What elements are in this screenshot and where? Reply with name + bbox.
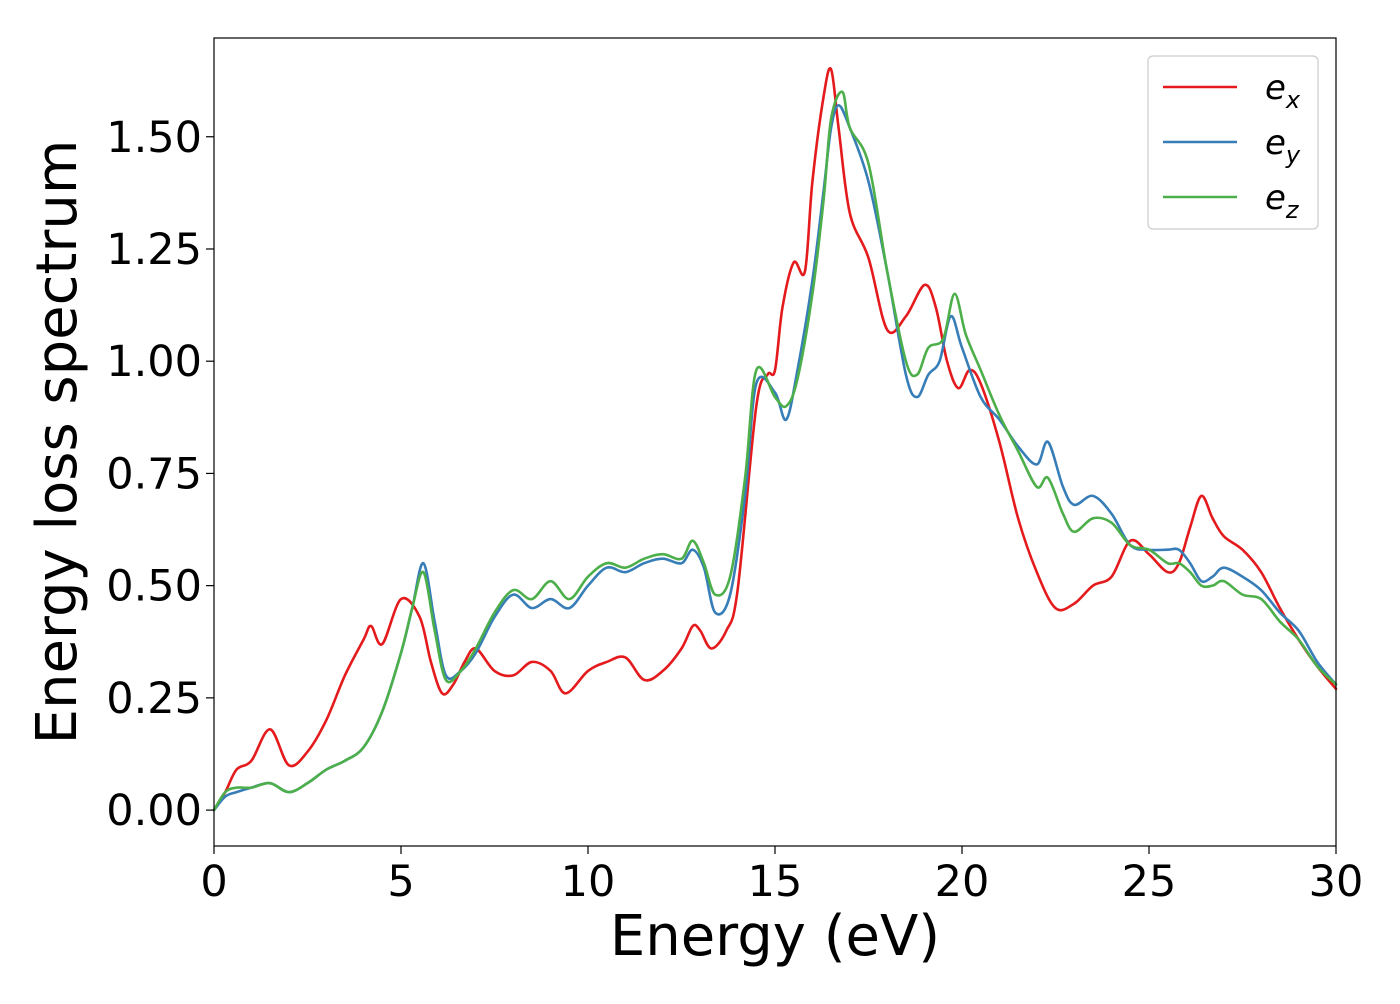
y-tick-label: 0.25	[106, 674, 202, 724]
x-tick-label: 25	[1122, 857, 1177, 907]
legend: ex ey ez	[1147, 55, 1319, 230]
legend-label-e_z: ez	[1265, 178, 1300, 224]
series-line-e_z	[212, 90, 1338, 812]
y-tick-label: 0.00	[106, 786, 202, 836]
y-tick-label: 1.00	[106, 337, 202, 387]
y-axis-label: Energy loss spectrum	[25, 140, 90, 745]
x-axis-label: Energy (eV)	[610, 904, 940, 969]
x-tick-label: 10	[561, 857, 616, 907]
series-lines-group	[212, 67, 1338, 812]
x-tick-label: 5	[387, 857, 414, 907]
y-tick-label: 1.50	[106, 113, 202, 163]
x-ticks-group: 0 5 10 15 20 25 30	[200, 846, 1363, 907]
series-line-e_x	[212, 67, 1338, 812]
x-tick-label: 15	[748, 857, 803, 907]
legend-label-e_x: ex	[1265, 68, 1301, 114]
y-tick-label: 0.50	[106, 562, 202, 612]
y-tick-label: 1.25	[106, 225, 202, 275]
x-tick-label: 20	[935, 857, 990, 907]
legend-label-e_y: ey	[1265, 123, 1301, 169]
y-tick-label: 0.75	[106, 449, 202, 499]
x-tick-label: 30	[1309, 857, 1364, 907]
y-ticks-group: 0.00 0.25 0.50 0.75 1.00 1.25 1.50	[106, 113, 214, 836]
x-tick-label: 0	[200, 857, 227, 907]
